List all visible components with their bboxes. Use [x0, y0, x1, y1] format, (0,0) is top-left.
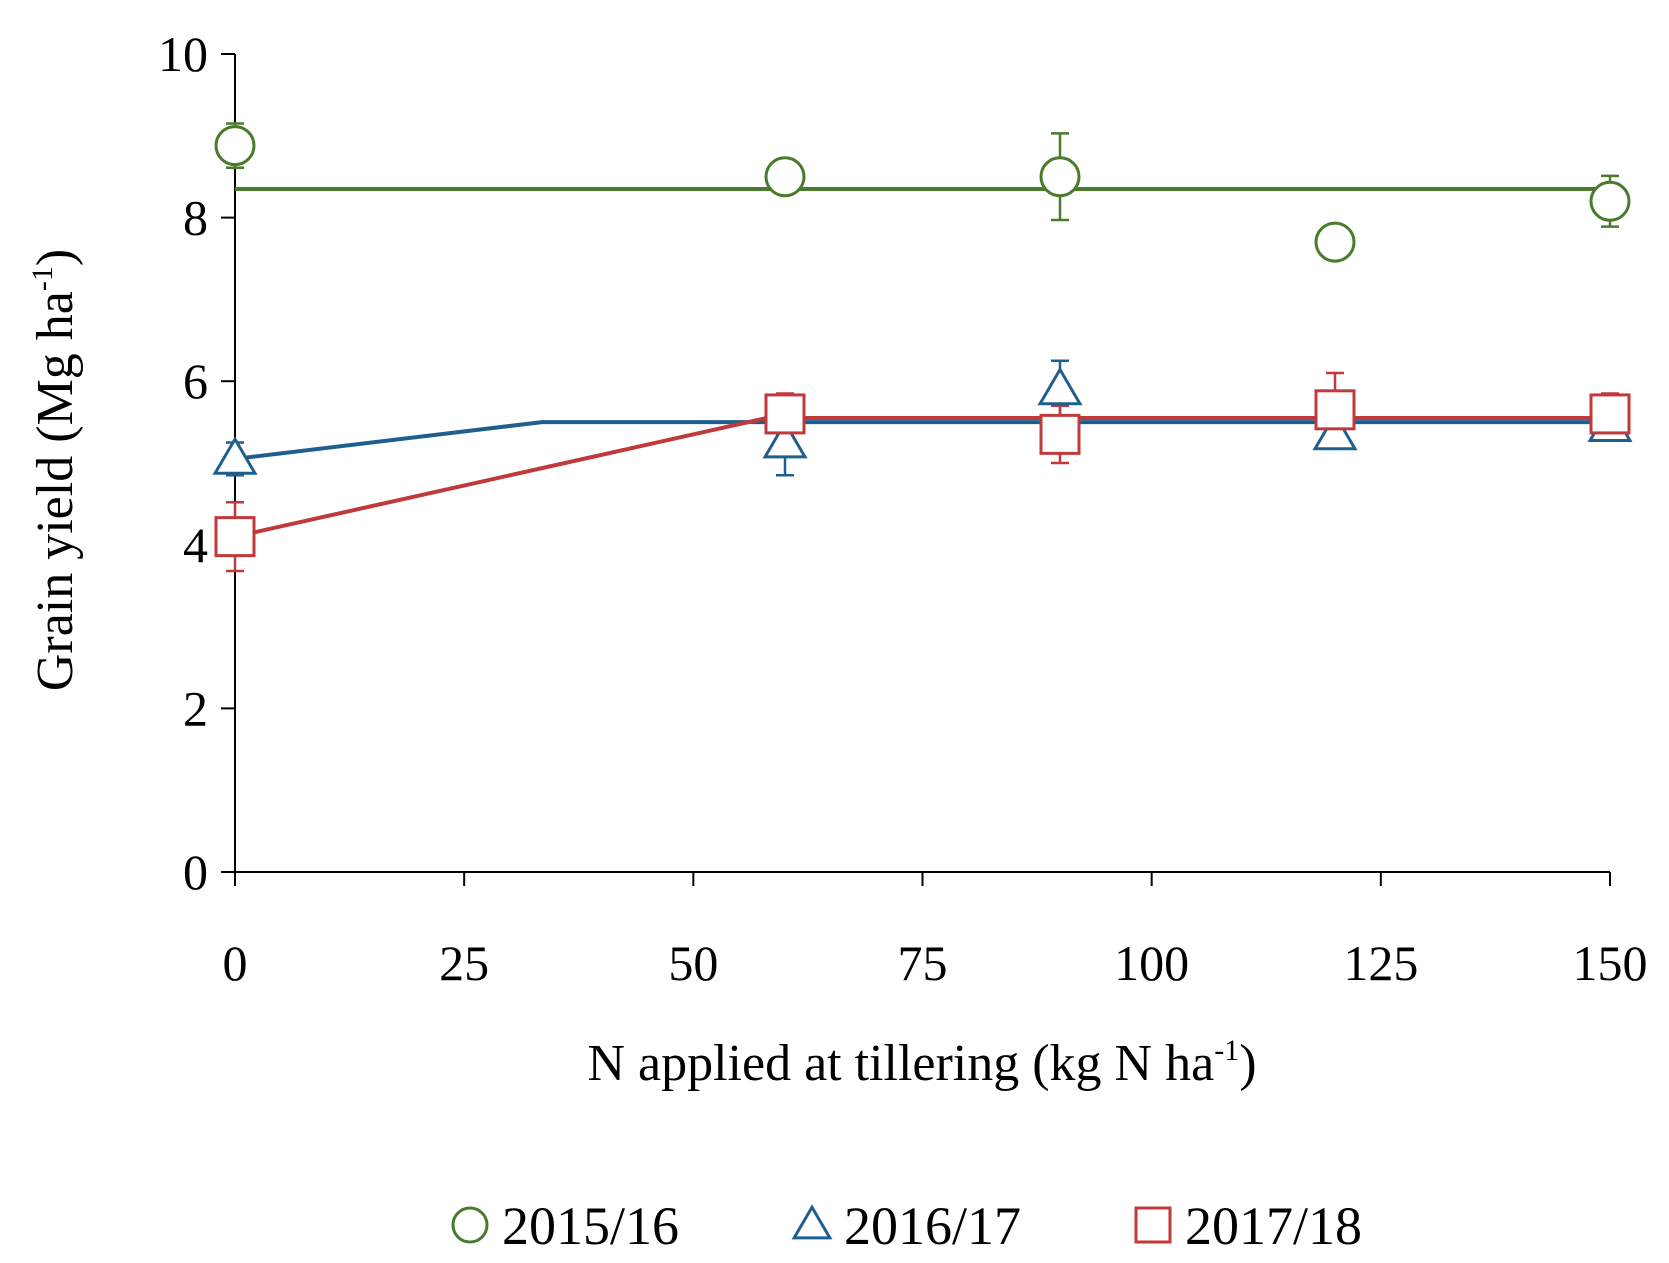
y-axis-title-close: ) [27, 249, 84, 266]
x-tick-label: 50 [668, 935, 718, 991]
data-point-2015-16 [1314, 221, 1356, 263]
data-point-2017-18 [214, 516, 256, 558]
data-point-2017-18 [764, 393, 806, 435]
y-tick-label: 8 [183, 190, 208, 246]
legend-square-icon [1134, 1206, 1172, 1244]
x-tick-label: 25 [439, 935, 489, 991]
legend-label-2017-18: 2017/18 [1185, 1196, 1362, 1256]
y-axis-ticks: 0 2 4 6 8 10 [158, 26, 235, 900]
data-point-2016-17 [1312, 411, 1358, 451]
x-axis-ticks: 0 25 50 75 100 125 150 [223, 872, 1648, 991]
data-markers [212, 125, 1633, 558]
x-axis-title-close: ) [1239, 1035, 1256, 1092]
y-tick-label: 6 [183, 353, 208, 409]
y-tick-label: 4 [183, 517, 208, 573]
data-point-2017-18 [1314, 389, 1356, 431]
data-point-2016-17 [762, 419, 808, 459]
x-tick-label: 150 [1573, 935, 1648, 991]
legend-label-2015-16: 2015/16 [502, 1196, 679, 1256]
fit-lines [234, 186, 1610, 539]
x-axis-title-main: N applied at tillering (kg N ha [587, 1035, 1214, 1092]
x-axis-title-sup: -1 [1214, 1034, 1239, 1067]
x-axis-title: N applied at tillering (kg N ha-1) [587, 1034, 1256, 1092]
data-point-2015-16 [1039, 156, 1081, 198]
y-axis-title-main: Grain yield (Mg ha [27, 291, 84, 691]
legend-triangle-icon [791, 1204, 833, 1240]
legend-label-2016-17: 2016/17 [844, 1196, 1021, 1256]
data-point-2017-18 [1039, 413, 1081, 455]
data-point-2015-16 [214, 125, 256, 167]
data-point-2017-18 [1589, 393, 1631, 435]
data-point-2015-16 [764, 156, 806, 198]
data-point-2016-17 [1037, 366, 1083, 406]
y-axis-title: Grain yield (Mg ha-1) [26, 249, 84, 691]
data-point-2016-17 [212, 436, 258, 475]
legend: 2015/16 2016/17 2017/18 [451, 1196, 1362, 1256]
y-axis-title-sup: -1 [26, 266, 59, 291]
y-tick-label: 10 [158, 26, 208, 82]
axes [234, 54, 1610, 873]
x-tick-label: 100 [1114, 935, 1189, 991]
x-tick-label: 125 [1343, 935, 1418, 991]
legend-circle-icon [451, 1206, 489, 1244]
y-tick-label: 0 [183, 844, 208, 900]
x-tick-label: 0 [223, 935, 248, 991]
data-point-2015-16 [1589, 180, 1631, 222]
y-tick-label: 2 [183, 680, 208, 736]
x-tick-label: 75 [898, 935, 948, 991]
fit-line-2016-17 [234, 420, 1610, 461]
